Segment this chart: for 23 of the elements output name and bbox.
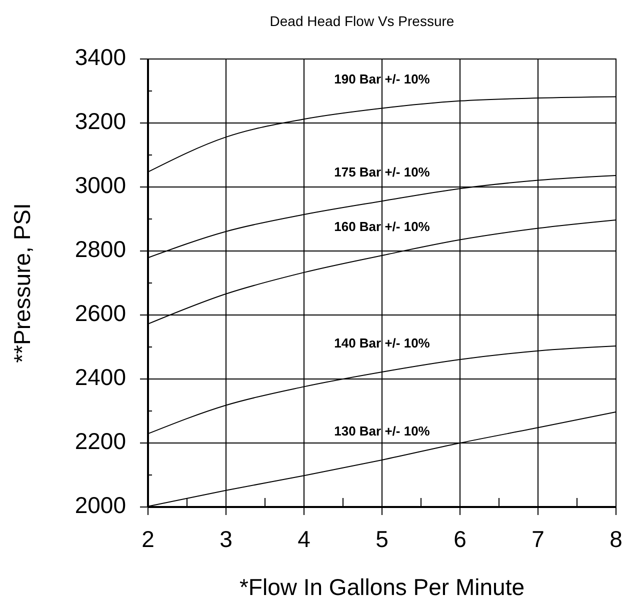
y-axis-title: **Pressure, PSI <box>9 203 35 363</box>
series-label: 160 Bar +/- 10% <box>334 218 430 234</box>
x-tick-label: 2 <box>142 526 154 552</box>
x-tick-label: 6 <box>454 526 466 552</box>
y-tick-label: 2200 <box>74 428 126 454</box>
y-tick-label: 2000 <box>74 492 126 518</box>
y-tick-label: 2600 <box>74 300 126 326</box>
chart-title: Dead Head Flow Vs Pressure <box>270 13 454 29</box>
x-tick-label: 3 <box>220 526 232 552</box>
y-tick-label: 2400 <box>74 364 126 390</box>
x-tick-label: 7 <box>532 526 544 552</box>
x-axis-title: *Flow In Gallons Per Minute <box>239 574 525 600</box>
y-tick-label: 3200 <box>74 108 126 134</box>
series-label: 190 Bar +/- 10% <box>334 72 430 87</box>
y-tick-label: 2800 <box>74 236 126 262</box>
series-label: 175 Bar +/- 10% <box>334 164 430 180</box>
x-tick-label: 8 <box>610 526 622 552</box>
y-tick-label: 3400 <box>74 44 126 70</box>
series-label: 130 Bar +/- 10% <box>334 423 430 438</box>
series-label: 140 Bar +/- 10% <box>334 335 430 350</box>
x-tick-label: 4 <box>298 526 311 552</box>
x-tick-label: 5 <box>376 526 388 552</box>
y-tick-label: 3000 <box>74 172 126 198</box>
